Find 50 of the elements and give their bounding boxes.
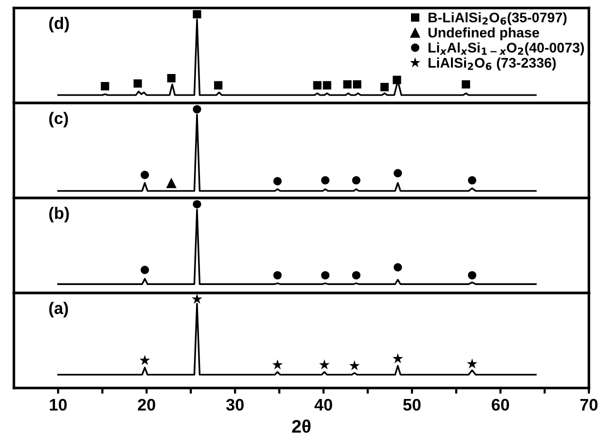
point: [352, 271, 360, 280]
point: [134, 79, 142, 88]
annotation: (b): [49, 206, 69, 222]
x-tick-label: 60: [492, 398, 510, 411]
x-tick-label: 10: [50, 398, 67, 411]
annotation: (c): [49, 112, 68, 128]
point: [192, 200, 202, 208]
point: [394, 168, 402, 178]
point: [394, 263, 402, 272]
point: [140, 266, 149, 274]
point: [319, 359, 330, 370]
x-tick-label: 30: [226, 398, 244, 411]
point: [321, 176, 330, 184]
point: [468, 176, 476, 184]
point: [140, 170, 149, 180]
annotation: (a): [49, 302, 68, 318]
point: [392, 76, 402, 84]
point: [100, 82, 110, 90]
point: [140, 354, 150, 365]
point: [273, 176, 282, 186]
point: [380, 82, 389, 92]
point: [192, 294, 202, 304]
point: [343, 80, 352, 89]
x-tick-label: 20: [138, 398, 156, 411]
legend-label: Undefined phase: [428, 27, 540, 40]
point: [352, 80, 362, 89]
point: [192, 10, 202, 18]
legend-label: B-LiAlSi$_{2}$O$_{6}$(35-0797): [428, 12, 567, 26]
point: [392, 353, 404, 364]
annotation: (d): [49, 16, 69, 32]
point: [214, 81, 222, 90]
point: [167, 74, 176, 82]
point: [273, 271, 282, 280]
x-tick-label: 70: [580, 398, 598, 411]
point: [192, 105, 202, 114]
point: [349, 360, 360, 370]
text: Li$_{x}$Al$_{x}$Si$_{1−x}$O$_{2}$(40-0073): [428, 42, 584, 56]
point: [462, 80, 470, 89]
x-tick-label: 50: [403, 398, 421, 411]
point: [466, 358, 478, 369]
x-axis-title: 2θ: [292, 420, 311, 433]
point: [352, 176, 360, 184]
point: [321, 271, 330, 280]
point: [468, 271, 476, 280]
point: [166, 178, 177, 188]
point: [322, 81, 332, 90]
x-tick-label: 40: [314, 398, 332, 411]
text: LiAlSi$_{2}$O$_{6}$ (73-2336): [428, 58, 556, 70]
point: [272, 359, 283, 370]
point: [313, 81, 322, 90]
